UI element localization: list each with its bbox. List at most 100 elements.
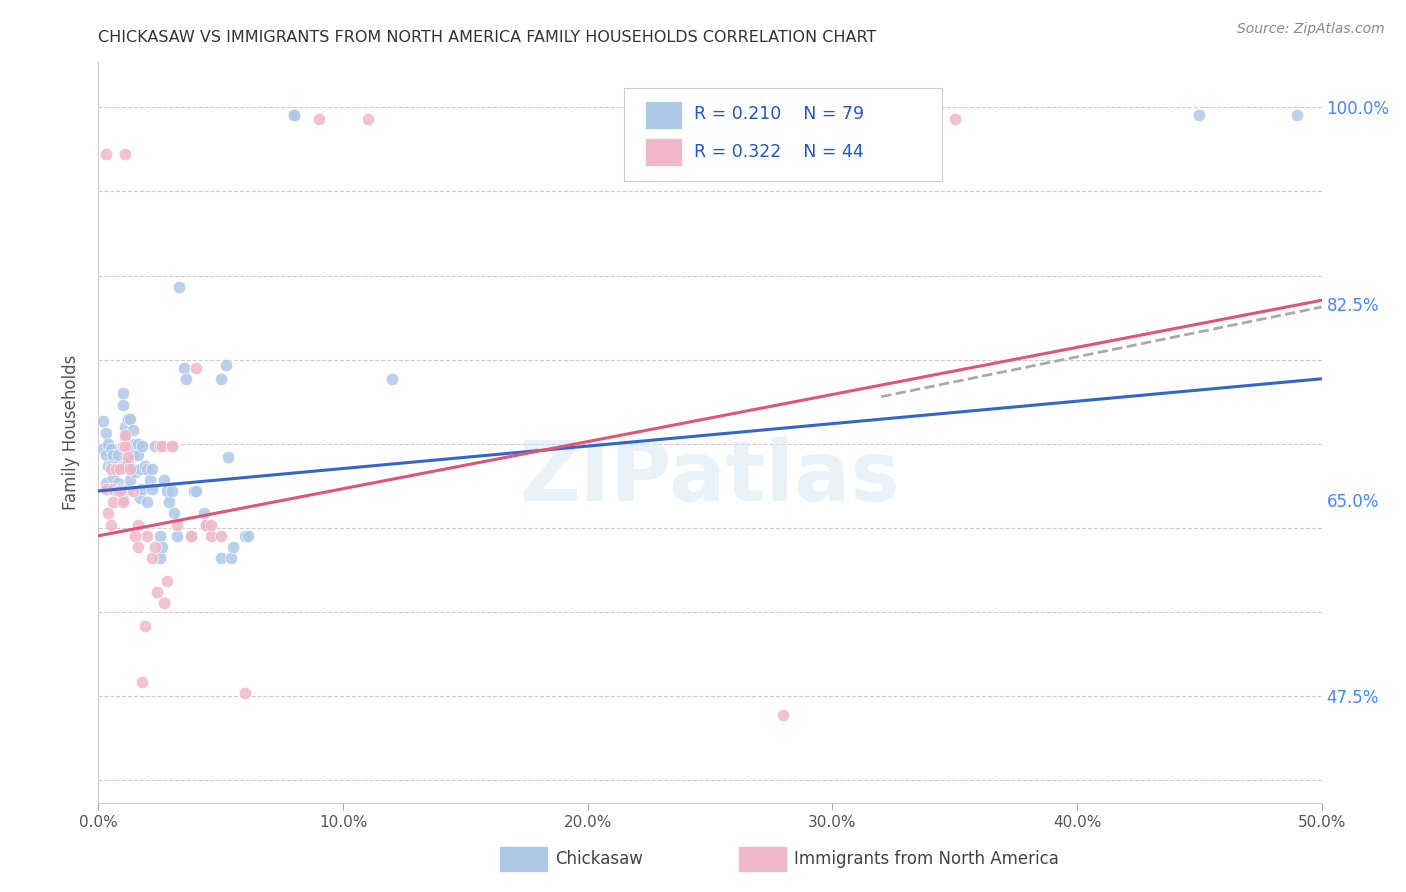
Point [120,473,142,487]
Point [114,420,136,434]
FancyBboxPatch shape [624,88,942,181]
Point [943,112,966,126]
Point [117,412,139,426]
Point [107,483,129,498]
Point [111,386,134,401]
Point [111,439,134,453]
Point [173,360,195,375]
Point [107,476,129,491]
Point [127,517,149,532]
Point [236,529,259,543]
Point [121,461,143,475]
Point [91,442,114,457]
Bar [645,138,682,166]
Point [127,448,149,462]
Point [186,483,208,498]
Point [111,459,134,474]
Point [209,551,232,566]
Point [97,482,120,496]
Point [111,495,134,509]
Point [156,574,179,588]
Point [110,482,132,496]
Point [176,372,198,386]
Point [124,437,146,451]
Point [117,482,139,496]
Point [100,459,122,474]
Point [149,551,172,566]
Point [127,540,149,554]
Point [94,425,117,440]
Point [124,529,146,543]
Text: Chickasaw: Chickasaw [555,850,644,868]
Point [222,540,245,554]
Point [104,461,127,475]
Bar [645,101,682,129]
Point [110,483,132,498]
Point [101,495,124,509]
Point [120,461,142,475]
Point [101,482,124,496]
Point [283,108,305,122]
Point [136,461,159,475]
Point [166,529,188,543]
Point [209,529,232,543]
Text: CHICKASAW VS IMMIGRANTS FROM NORTH AMERICA FAMILY HOUSEHOLDS CORRELATION CHART: CHICKASAW VS IMMIGRANTS FROM NORTH AMERI… [98,29,877,45]
Point [107,448,129,462]
Point [356,112,378,126]
Point [195,517,218,532]
Point [141,551,163,566]
Point [111,398,134,412]
Point [180,529,202,543]
Point [166,517,188,532]
Point [141,482,163,496]
Point [114,459,136,474]
Point [772,708,794,723]
Point [157,495,180,509]
Point [149,529,172,543]
Point [195,517,218,532]
Point [131,674,153,689]
Point [1188,108,1211,122]
Point [97,459,120,474]
Point [121,448,143,462]
Point [146,585,169,599]
Point [167,280,190,294]
Point [100,442,122,457]
Point [94,476,117,491]
Point [121,483,143,498]
Point [111,492,134,507]
Point [121,423,143,437]
Point [153,596,176,610]
Point [101,470,124,484]
Point [101,448,124,462]
Point [200,529,222,543]
Point [97,437,120,451]
Point [160,439,183,453]
Point [120,437,142,451]
Point [156,483,179,498]
Point [117,450,139,465]
Point [1286,108,1309,122]
Point [114,431,136,445]
Point [149,439,172,453]
Point [131,439,153,453]
Point [381,372,404,386]
Point [110,461,132,475]
Point [94,147,117,161]
Point [160,439,183,453]
Point [308,112,330,126]
Point [134,618,156,632]
Point [150,439,173,453]
Point [129,461,152,475]
Point [193,507,215,521]
Point [91,414,114,428]
Text: R = 0.210    N = 79: R = 0.210 N = 79 [695,104,865,122]
Text: R = 0.322    N = 44: R = 0.322 N = 44 [695,143,863,161]
Point [100,482,122,496]
Point [180,529,202,543]
Y-axis label: Family Households: Family Households [62,355,80,510]
Point [94,448,117,462]
Point [143,540,166,554]
Point [200,517,222,532]
Point [219,551,242,566]
